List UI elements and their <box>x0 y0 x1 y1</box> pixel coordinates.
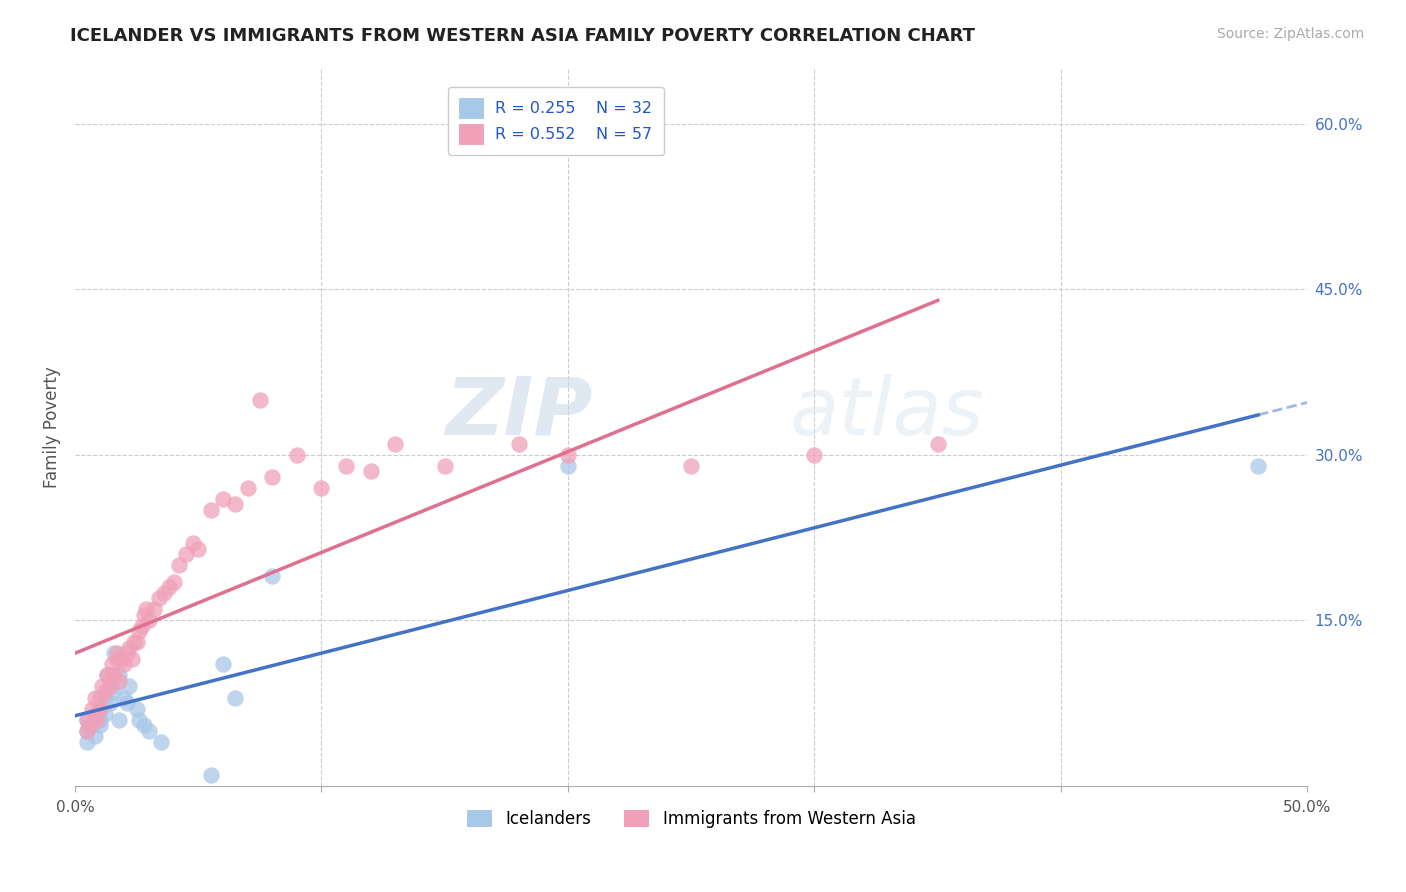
Point <box>112 657 135 672</box>
Point <box>249 392 271 407</box>
Point <box>101 668 124 682</box>
Point <box>115 646 138 660</box>
Text: ZIP: ZIP <box>446 374 592 452</box>
Y-axis label: Family Poverty: Family Poverty <box>44 367 60 488</box>
Point <box>131 619 153 633</box>
Point <box>162 574 184 589</box>
Point <box>150 734 173 748</box>
Point <box>157 580 180 594</box>
Point <box>135 602 157 616</box>
Point <box>89 718 111 732</box>
Point <box>93 690 115 705</box>
Point <box>108 713 131 727</box>
Point <box>83 707 105 722</box>
Point <box>111 652 134 666</box>
Point <box>1247 458 1270 473</box>
Point <box>103 668 125 682</box>
Point <box>262 569 284 583</box>
Point <box>118 640 141 655</box>
Point <box>200 503 222 517</box>
Point <box>262 470 284 484</box>
Point <box>83 729 105 743</box>
Point <box>105 652 128 666</box>
Point <box>148 591 170 606</box>
Point <box>152 585 174 599</box>
Point <box>76 734 98 748</box>
Point <box>96 668 118 682</box>
Point <box>360 464 382 478</box>
Text: Source: ZipAtlas.com: Source: ZipAtlas.com <box>1216 27 1364 41</box>
Point <box>89 701 111 715</box>
Point <box>187 541 209 556</box>
Point <box>76 723 98 738</box>
Point <box>108 673 131 688</box>
Point <box>118 680 141 694</box>
Point <box>285 448 308 462</box>
Point <box>132 607 155 622</box>
Point <box>224 497 246 511</box>
Point <box>122 635 145 649</box>
Point <box>181 536 204 550</box>
Point <box>142 602 165 616</box>
Point <box>76 713 98 727</box>
Point <box>128 713 150 727</box>
Point <box>433 458 456 473</box>
Point <box>105 646 128 660</box>
Point <box>125 701 148 715</box>
Point <box>112 690 135 705</box>
Point <box>83 690 105 705</box>
Point <box>76 723 98 738</box>
Point <box>86 713 108 727</box>
Point <box>82 718 104 732</box>
Point <box>236 481 259 495</box>
Point <box>101 668 124 682</box>
Point <box>681 458 703 473</box>
Point <box>138 613 160 627</box>
Point <box>101 657 124 672</box>
Point <box>89 690 111 705</box>
Point <box>115 696 138 710</box>
Point <box>103 685 125 699</box>
Point <box>132 718 155 732</box>
Point <box>167 558 190 573</box>
Point <box>125 635 148 649</box>
Point <box>79 718 101 732</box>
Point <box>311 481 333 495</box>
Text: atlas: atlas <box>790 374 984 452</box>
Point <box>508 436 530 450</box>
Point <box>128 624 150 639</box>
Point <box>803 448 825 462</box>
Point <box>174 547 197 561</box>
Point <box>108 668 131 682</box>
Point <box>138 723 160 738</box>
Point <box>200 768 222 782</box>
Point <box>93 685 115 699</box>
Point <box>212 657 235 672</box>
Point <box>557 458 579 473</box>
Point <box>93 707 115 722</box>
Point <box>121 652 143 666</box>
Point <box>103 646 125 660</box>
Point <box>212 491 235 506</box>
Legend: Icelanders, Immigrants from Western Asia: Icelanders, Immigrants from Western Asia <box>460 804 922 835</box>
Point <box>224 690 246 705</box>
Point <box>89 701 111 715</box>
Point <box>98 680 121 694</box>
Text: ICELANDER VS IMMIGRANTS FROM WESTERN ASIA FAMILY POVERTY CORRELATION CHART: ICELANDER VS IMMIGRANTS FROM WESTERN ASI… <box>70 27 976 45</box>
Point <box>91 680 114 694</box>
Point <box>82 701 104 715</box>
Point <box>927 436 949 450</box>
Point <box>101 680 124 694</box>
Point <box>96 668 118 682</box>
Point <box>98 696 121 710</box>
Point <box>557 448 579 462</box>
Point <box>89 713 111 727</box>
Point <box>384 436 406 450</box>
Point <box>76 713 98 727</box>
Point <box>335 458 357 473</box>
